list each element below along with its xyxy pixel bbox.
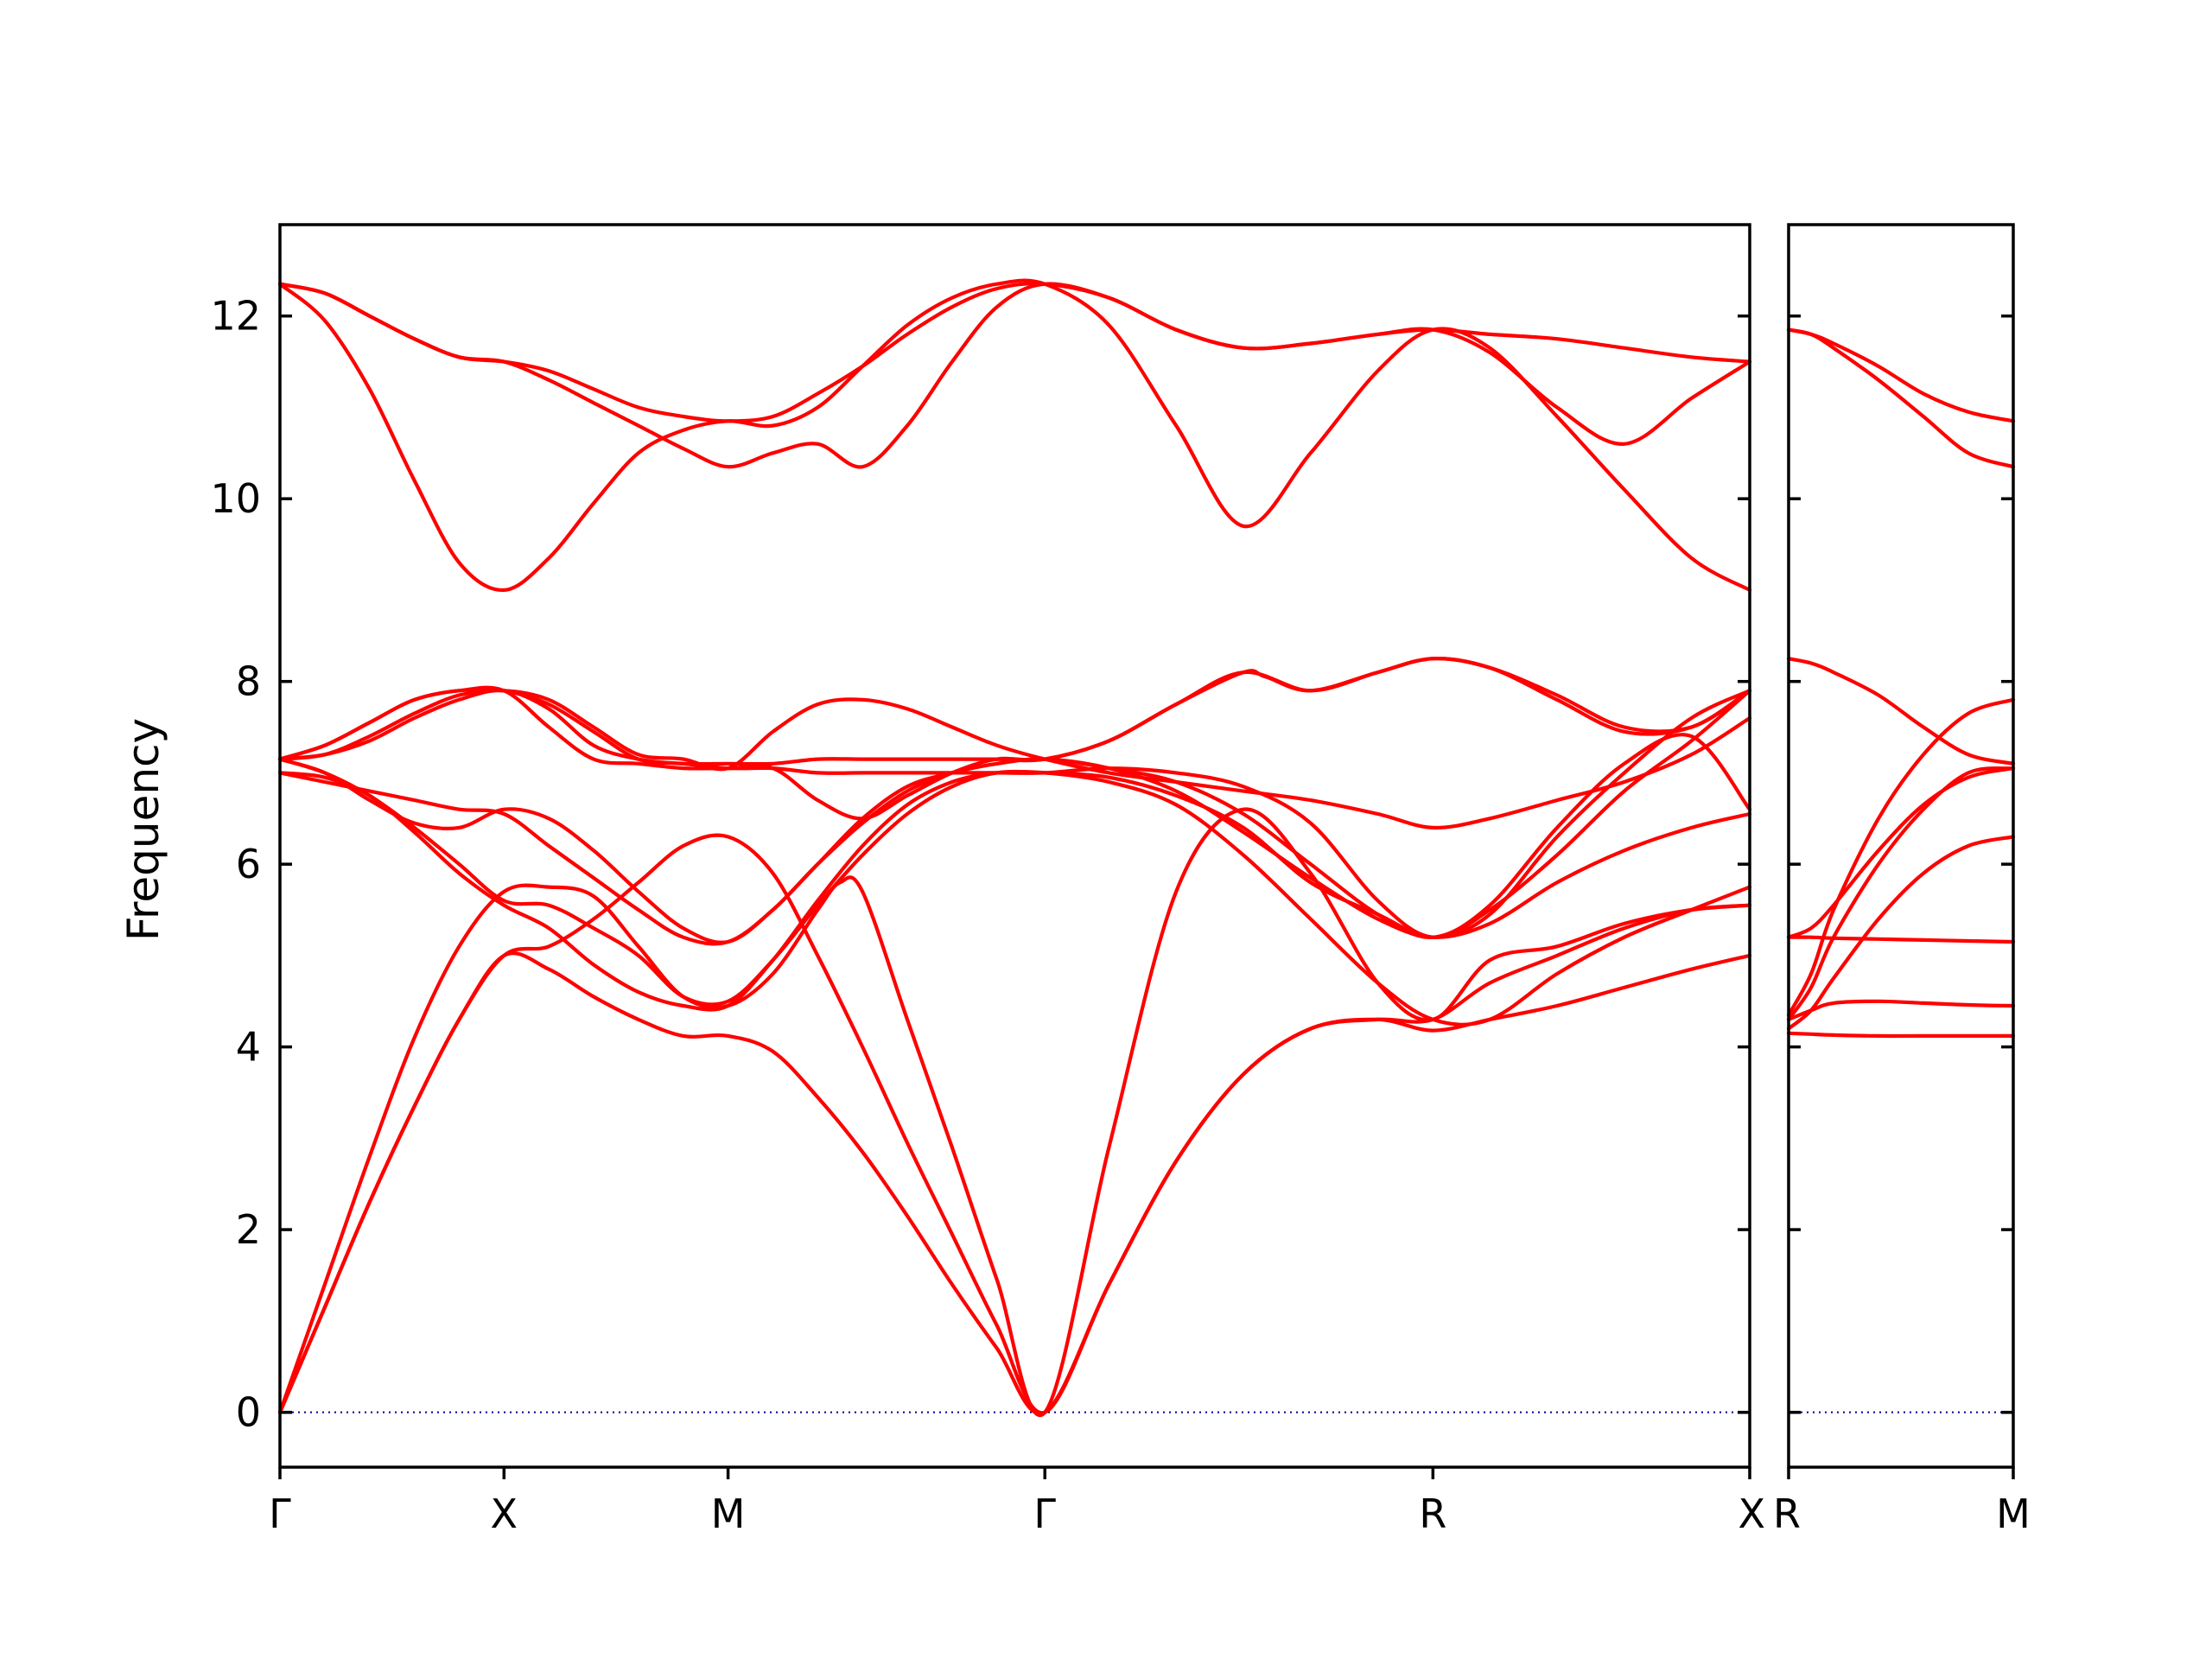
main-band-4 [277, 769, 1752, 1027]
main-band-7 [277, 733, 1752, 946]
y-tick-label: 4 [236, 1024, 261, 1071]
main-band-9 [277, 657, 1752, 821]
x-tick-label-M: M [1996, 1491, 2031, 1537]
side-band-9 [1786, 327, 2016, 469]
x-tick-label-M: M [711, 1491, 746, 1537]
y-axis-label: Frequency [118, 718, 168, 941]
y-tick-label: 10 [210, 475, 261, 522]
main-band-10 [277, 656, 1752, 766]
side-band-4 [1786, 766, 2016, 1021]
main-band-13 [277, 282, 1752, 469]
side-band-8 [1786, 657, 2016, 766]
side-band-5 [1786, 697, 2016, 1017]
main-panel-frame [278, 223, 1751, 1469]
side-band-7 [1786, 766, 2016, 939]
x-tick-label-Γ: Γ [1033, 1491, 1056, 1537]
y-tick-label: 8 [236, 658, 261, 705]
main-band-6 [277, 757, 1752, 944]
main-band-2 [277, 807, 1752, 1417]
side-band-2 [1786, 999, 2016, 1021]
main-band-3 [277, 833, 1752, 1415]
side-band-10 [1786, 327, 2016, 423]
main-band-11 [277, 688, 1752, 830]
y-tick-label: 6 [236, 841, 261, 887]
main-band-5 [277, 689, 1752, 1007]
y-tick-label: 2 [236, 1206, 261, 1253]
main-band-14 [277, 282, 1752, 423]
main-band-12 [277, 278, 1752, 593]
main-panel: 0 2 4 6 8 10 12 Γ X M Γ R X [210, 223, 1765, 1537]
x-tick-label-X: X [491, 1491, 518, 1537]
y-tick-label: 12 [210, 293, 261, 340]
y-tick-label: 0 [236, 1389, 261, 1436]
side-band-3 [1786, 835, 2016, 1031]
x-tick-label-X: X [1738, 1491, 1765, 1537]
side-band-1 [1786, 1031, 2016, 1039]
side-band-6 [1786, 935, 2016, 944]
side-panel-frame [1787, 223, 2015, 1469]
x-tick-label-R: R [1419, 1491, 1446, 1537]
x-tick-label-Γ: Γ [269, 1491, 291, 1537]
x-tick-label-R: R [1773, 1491, 1801, 1537]
